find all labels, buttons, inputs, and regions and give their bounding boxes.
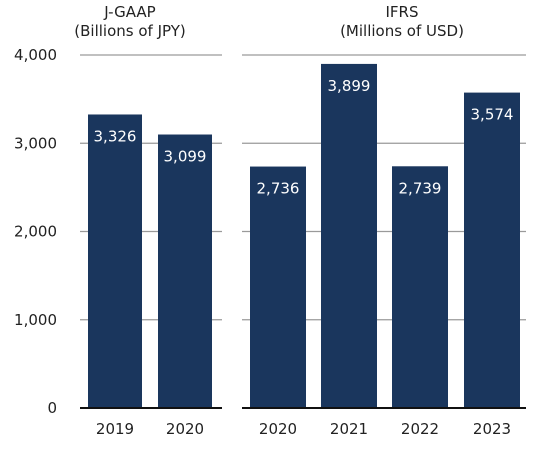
group-title: IFRS	[386, 3, 419, 21]
bar	[321, 63, 377, 409]
y-tick-label: 1,000	[14, 311, 57, 329]
bar	[158, 134, 212, 408]
data-label: 3,326	[94, 127, 137, 145]
data-label: 3,899	[328, 77, 371, 95]
y-tick-label: 2,000	[14, 223, 57, 241]
y-axis-ticks: 0 1,000 2,000 3,000 4,000	[14, 46, 57, 417]
x-tick-label: 2022	[401, 420, 439, 438]
bar	[464, 92, 520, 409]
y-tick-label: 3,000	[14, 134, 57, 152]
bar	[392, 166, 448, 408]
data-label: 2,736	[257, 180, 300, 198]
bar	[250, 166, 306, 408]
group-subtitle: (Billions of JPY)	[74, 22, 185, 40]
group-subtitle: (Millions of USD)	[340, 22, 464, 40]
bar	[88, 114, 142, 408]
data-label: 2,739	[399, 179, 442, 197]
data-label: 3,099	[164, 148, 207, 166]
x-tick-label: 2019	[96, 420, 134, 438]
x-axis-ticks: 2019 2020 2020 2021 2022 2023	[96, 420, 511, 438]
group-title: J-GAAP	[103, 3, 155, 21]
y-tick-label: 0	[47, 399, 57, 417]
x-tick-label: 2020	[166, 420, 204, 438]
data-labels: 3,326 3,099 2,736 3,899 2,739 3,574	[94, 77, 514, 198]
group-titles: J-GAAP(Billions of JPY) IFRS(Millions of …	[74, 3, 464, 40]
x-tick-label: 2021	[330, 420, 368, 438]
bars	[88, 63, 520, 409]
data-label: 3,574	[471, 106, 514, 124]
x-tick-label: 2020	[259, 420, 297, 438]
y-tick-label: 4,000	[14, 46, 57, 64]
x-tick-label: 2023	[473, 420, 511, 438]
